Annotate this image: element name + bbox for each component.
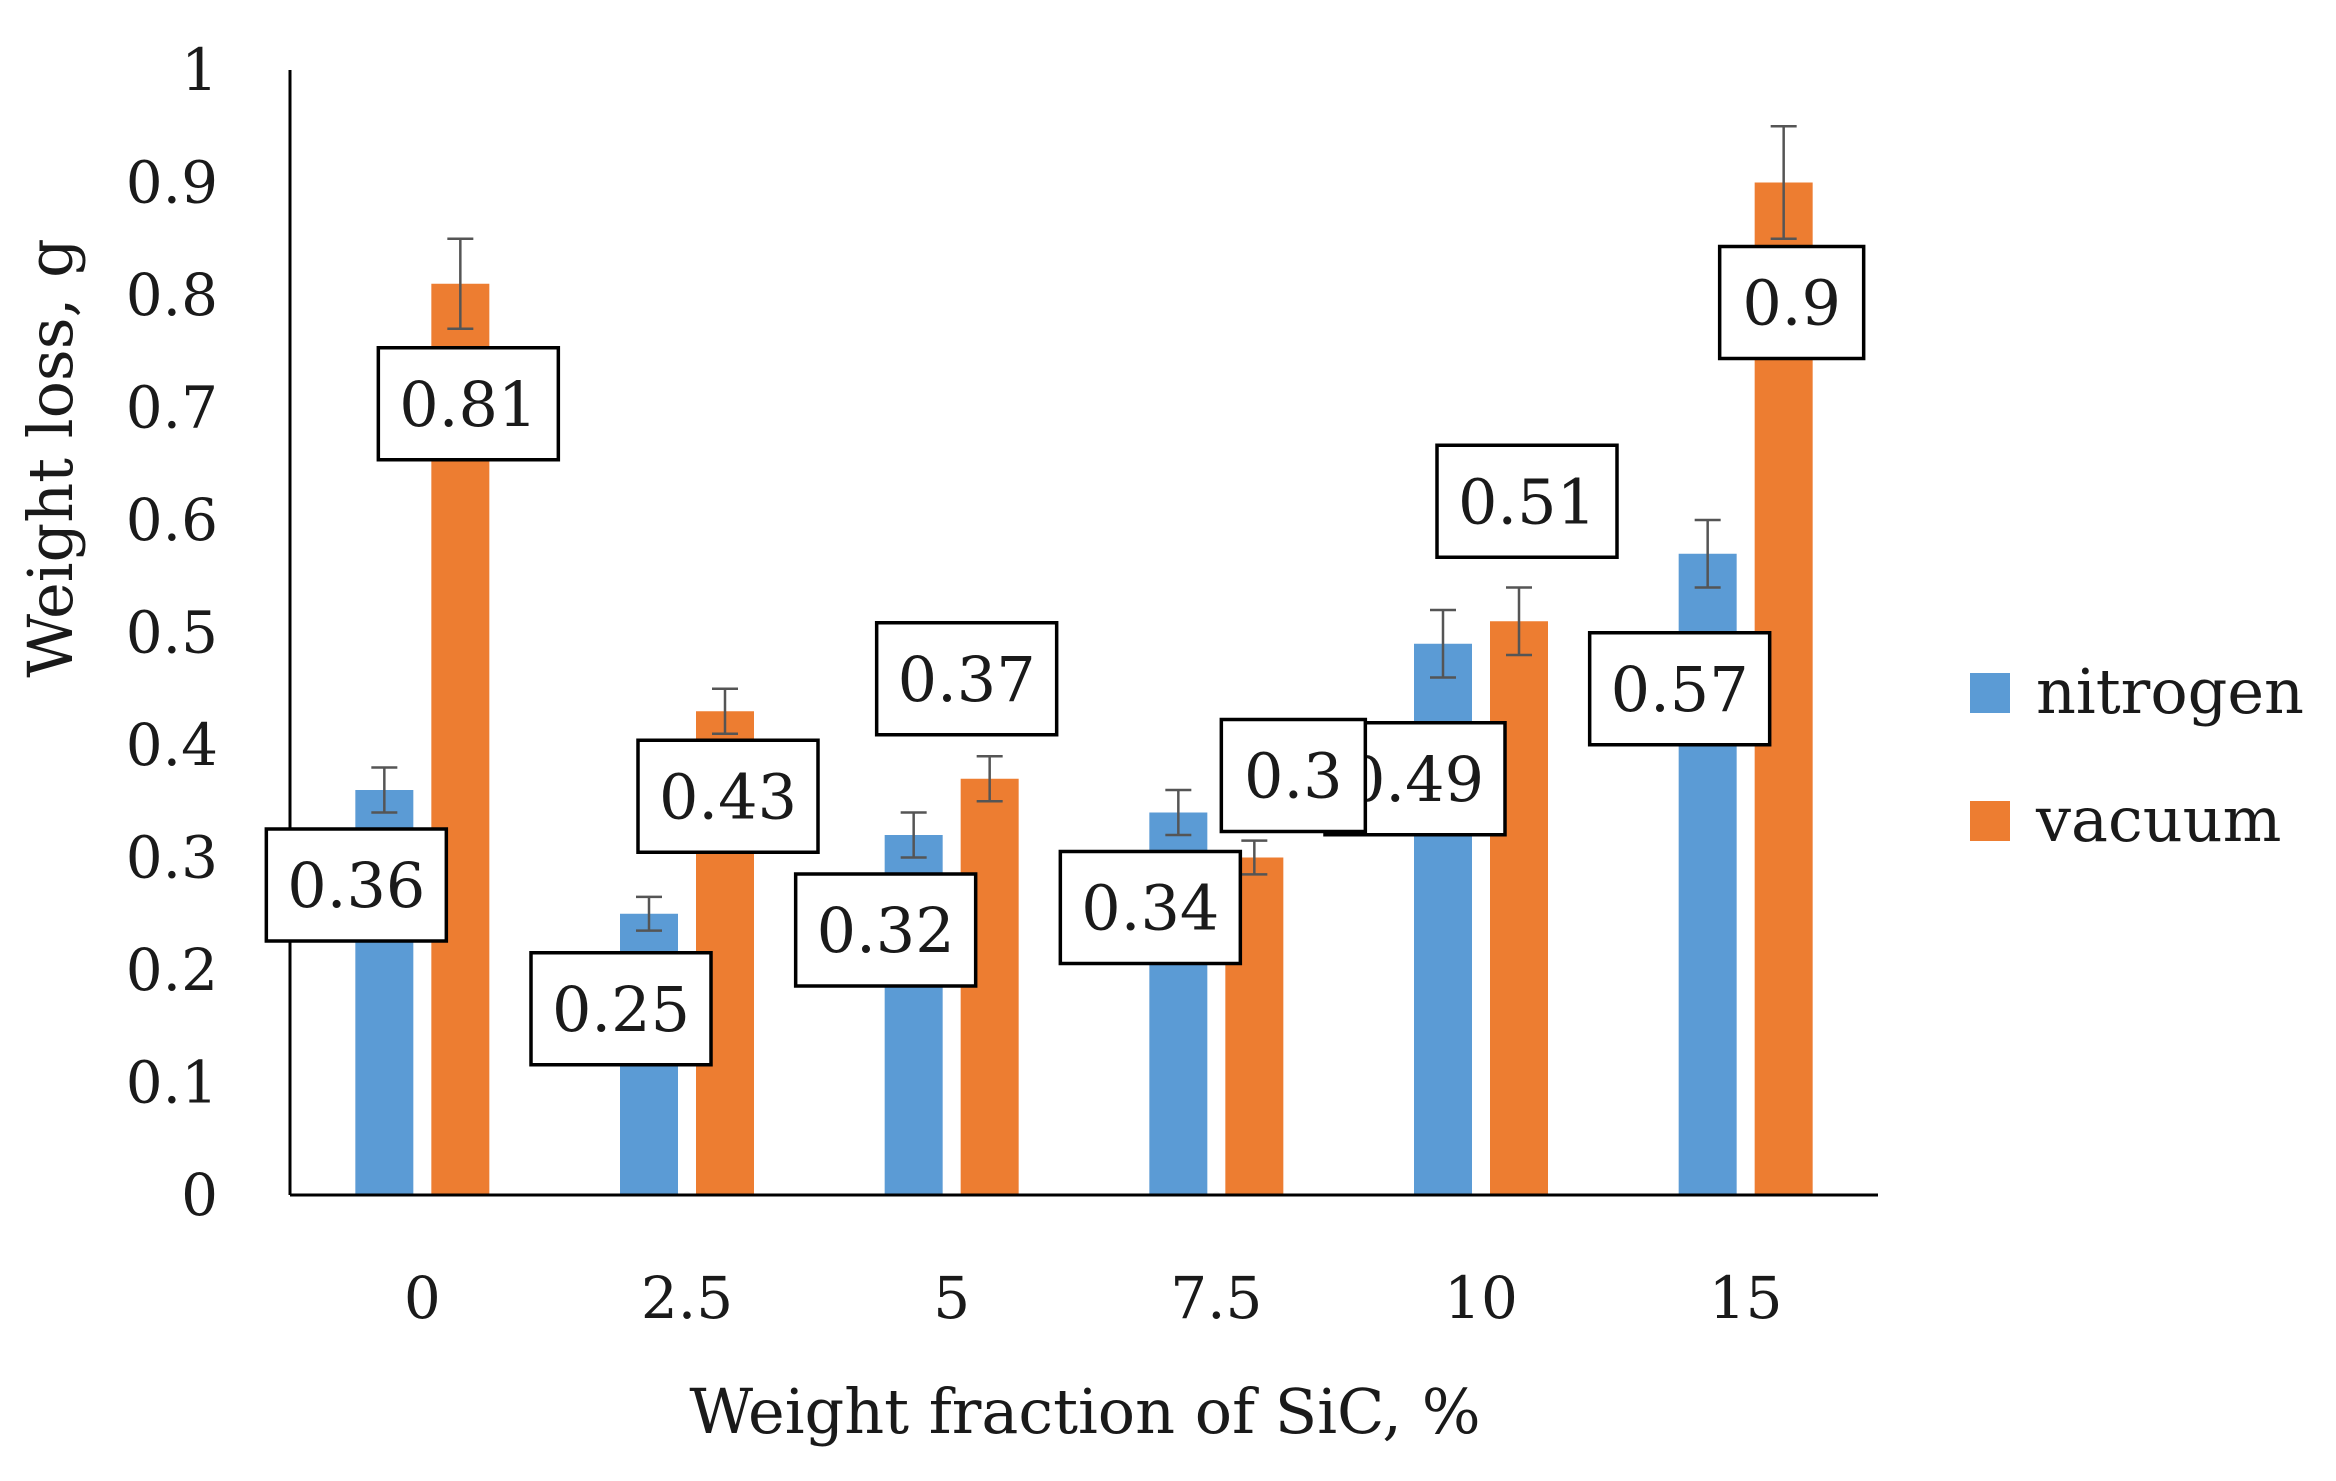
vacuum-data-label: 0.9	[1717, 244, 1866, 361]
nitrogen-data-label-box	[793, 872, 978, 988]
vacuum-bar	[1490, 621, 1548, 1195]
vacuum-data-label-box	[376, 346, 561, 462]
nitrogen-data-label-box	[1587, 631, 1772, 747]
vacuum-data-label: 0.43	[636, 738, 820, 854]
nitrogen-data-label: 0.25	[529, 951, 713, 1067]
nitrogen-data-label-text: 0.34	[1081, 872, 1219, 945]
vacuum-data-label-box	[1219, 717, 1368, 834]
y-tick-label: 0	[181, 1161, 218, 1229]
nitrogen-data-label-box	[529, 951, 713, 1067]
vacuum-data-label-text: 0.9	[1742, 267, 1841, 340]
y-axis-ticks: 0 0.1 0.2 0.3 0.4 0.5 0.6 0.7 0.8 0.9 1	[126, 36, 218, 1229]
nitrogen-data-label: 0.36	[264, 827, 449, 943]
nitrogen-data-label: 0.32	[793, 872, 978, 988]
nitrogen-legend-swatch	[1970, 673, 2010, 713]
x-tick-label: 10	[1444, 1264, 1518, 1332]
vacuum-data-label-box	[636, 738, 820, 854]
y-tick-label: 0.9	[126, 149, 218, 217]
vacuum-data-label-box	[1435, 443, 1619, 559]
x-tick-label: 5	[933, 1264, 970, 1332]
nitrogen-data-label-box	[1058, 849, 1243, 966]
nitrogen-data-label: 0.57	[1587, 631, 1772, 747]
nitrogen-data-label: 0.34	[1058, 849, 1243, 966]
vacuum-legend-label: vacuum	[2035, 783, 2281, 856]
nitrogen-data-label-text: 0.32	[817, 894, 955, 967]
vacuum-data-label-text: 0.81	[399, 368, 537, 441]
vacuum-legend-swatch	[1970, 801, 2010, 841]
y-tick-label: 0.5	[126, 599, 218, 667]
nitrogen-data-label-box	[264, 827, 449, 943]
y-tick-label: 0.7	[126, 374, 218, 442]
y-tick-label: 0.8	[126, 261, 218, 329]
x-axis-title: Weight fraction of SiC, %	[689, 1375, 1480, 1448]
legend: nitrogen vacuum	[1970, 655, 2304, 856]
y-tick-label: 0.2	[126, 936, 218, 1004]
nitrogen-data-label-text: 0.36	[287, 849, 425, 922]
vacuum-data-label-text: 0.37	[898, 643, 1036, 716]
y-tick-label: 0.6	[126, 486, 218, 554]
y-tick-label: 0.3	[126, 824, 218, 892]
x-tick-label: 0	[404, 1264, 441, 1332]
nitrogen-legend-label: nitrogen	[2036, 655, 2304, 728]
data-labels: 0.36 0.25 0.32 0.34 0.49 0.57 0.81 0.43 0.37 0.3 0…	[264, 244, 1866, 1067]
nitrogen-data-label-text: 0.49	[1346, 743, 1484, 816]
vacuum-data-label: 0.3	[1219, 717, 1368, 834]
nitrogen-data-label-text: 0.25	[552, 973, 690, 1046]
nitrogen-data-label-text: 0.57	[1611, 653, 1749, 726]
y-tick-label: 1	[181, 36, 218, 104]
x-tick-label: 15	[1709, 1264, 1783, 1332]
vacuum-data-label-text: 0.3	[1244, 740, 1343, 813]
y-tick-label: 0.4	[126, 711, 218, 779]
error-bars	[371, 125, 1797, 932]
y-axis-title: Weight loss, g	[14, 238, 87, 677]
vacuum-data-label: 0.81	[376, 346, 561, 462]
vacuum-data-label: 0.51	[1435, 443, 1619, 559]
vacuum-data-label: 0.37	[874, 621, 1059, 737]
x-axis-ticks: 0 2.5 5 7.5 10 15	[404, 1264, 1783, 1332]
vacuum-data-label-text: 0.51	[1458, 465, 1596, 538]
vacuum-data-label-box	[874, 621, 1059, 737]
y-tick-label: 0.1	[126, 1049, 218, 1117]
x-tick-label: 2.5	[641, 1264, 733, 1332]
vacuum-data-label-text: 0.43	[659, 760, 797, 833]
x-tick-label: 7.5	[1170, 1264, 1262, 1332]
vacuum-data-label-box	[1717, 244, 1866, 361]
